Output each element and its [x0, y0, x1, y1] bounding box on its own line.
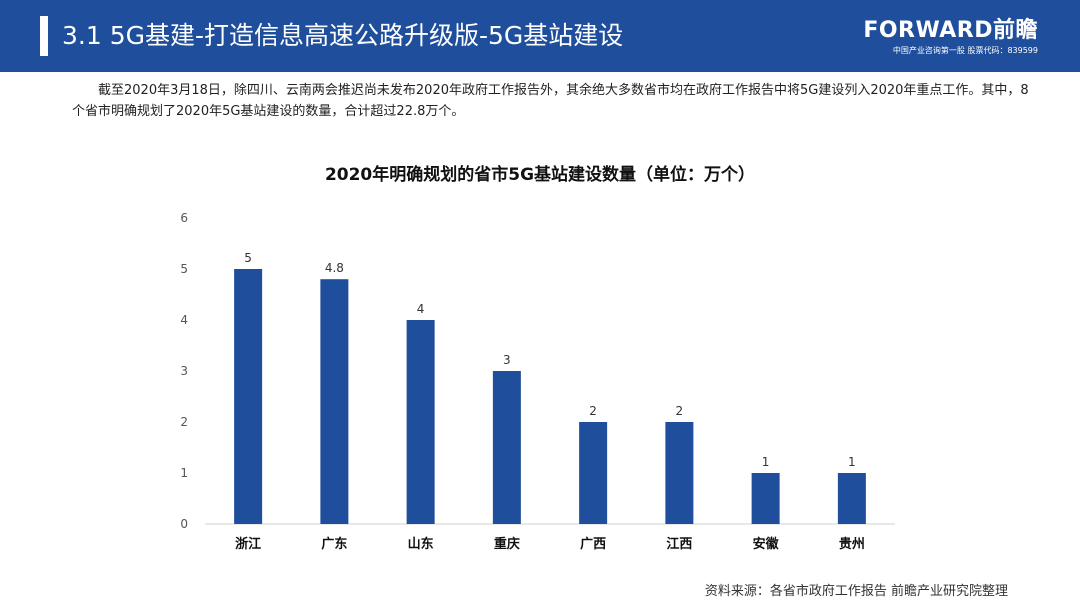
x-tick-label: 广西 — [580, 536, 606, 552]
y-tick-label: 4 — [180, 313, 188, 327]
y-tick-label: 2 — [180, 415, 188, 429]
bar — [406, 320, 435, 524]
bar — [320, 279, 349, 524]
brand-logo: FORWARD前瞻 — [863, 18, 1038, 43]
x-tick-label: 安徽 — [753, 536, 780, 552]
x-tick-label: 广东 — [321, 536, 347, 552]
chart-title: 2020年明确规划的省市5G基站建设数量（单位：万个） — [324, 165, 756, 185]
x-tick-label: 贵州 — [839, 536, 865, 552]
data-label: 4.8 — [325, 261, 344, 275]
data-label: 1 — [848, 455, 856, 469]
y-tick-label: 6 — [180, 211, 188, 225]
intro-paragraph: 截至2020年3月18日，除四川、云南两会推迟尚未发布2020年政府工作报告外，… — [72, 83, 1029, 119]
y-tick-label: 5 — [180, 262, 188, 276]
brand-tagline: 中国产业咨询第一股 股票代码：839599 — [892, 46, 1038, 55]
bar — [665, 422, 694, 524]
y-tick-label: 3 — [180, 364, 188, 378]
source-note: 资料来源：各省市政府工作报告 前瞻产业研究院整理 — [704, 584, 1008, 599]
page-title: 3.1 5G基建-打造信息高速公路升级版-5G基站建设 — [62, 21, 624, 50]
data-label: 2 — [589, 404, 597, 418]
y-tick-label: 0 — [180, 517, 188, 531]
header-bar: 3.1 5G基建-打造信息高速公路升级版-5G基站建设 FORWARD前瞻 中国… — [0, 0, 1080, 72]
data-label: 3 — [503, 353, 511, 367]
bar — [234, 269, 263, 524]
bar — [492, 371, 521, 524]
data-label: 2 — [676, 404, 684, 418]
bar — [837, 473, 866, 524]
x-tick-label: 江西 — [666, 536, 692, 552]
data-label: 5 — [244, 251, 252, 265]
x-tick-label: 浙江 — [235, 536, 261, 552]
data-label: 4 — [417, 302, 425, 316]
bar — [579, 422, 608, 524]
x-tick-label: 重庆 — [494, 536, 520, 552]
bar — [751, 473, 780, 524]
data-label: 1 — [762, 455, 770, 469]
x-tick-label: 山东 — [408, 536, 434, 552]
header-accent — [40, 16, 48, 56]
y-tick-label: 1 — [180, 466, 188, 480]
